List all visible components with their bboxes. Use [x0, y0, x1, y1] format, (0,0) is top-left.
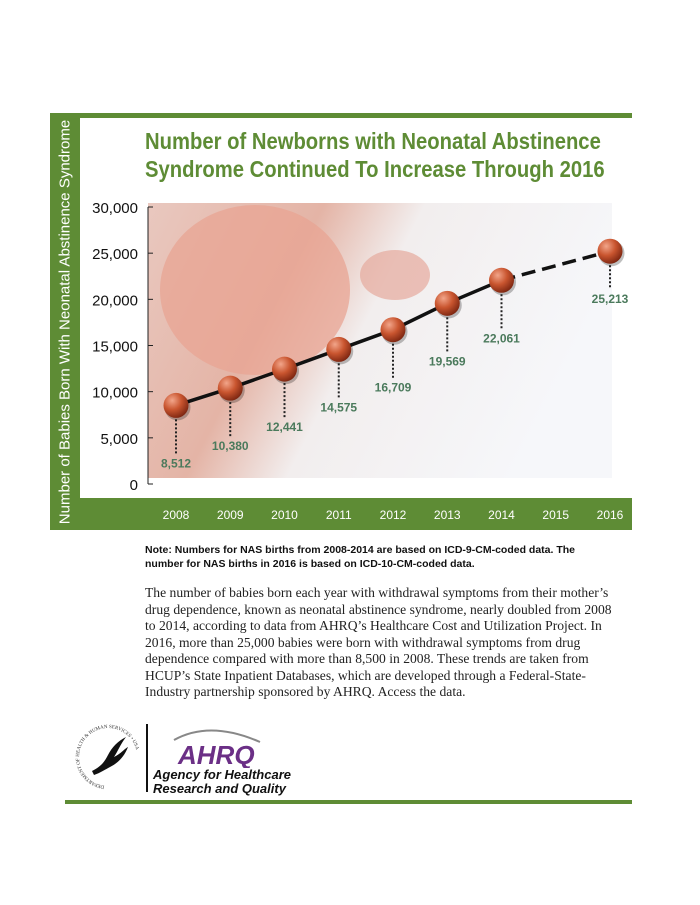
x-tick-label: 2014: [488, 508, 515, 522]
data-point: [434, 290, 460, 316]
data-label: 22,061: [483, 331, 520, 345]
data-label: 19,569: [429, 354, 466, 368]
data-label: 8,512: [161, 456, 191, 470]
logo-divider: [146, 724, 148, 792]
data-label: 12,441: [266, 420, 303, 434]
ahrq-logo-arc: [173, 729, 261, 743]
x-tick-label: 2008: [163, 508, 190, 522]
y-tick-label: 20,000: [92, 292, 138, 309]
agency-name: Agency for Healthcare Research and Quali…: [153, 768, 291, 796]
y-tick-label: 15,000: [92, 339, 138, 356]
top-green-rule: [80, 113, 632, 118]
data-point: [272, 356, 297, 382]
data-label: 10,380: [212, 439, 249, 453]
y-tick-label: 10,000: [92, 385, 138, 402]
x-tick-label: 2016: [597, 508, 624, 522]
x-axis-band: [50, 498, 632, 530]
body-text: The number of babies born each year with…: [145, 585, 612, 699]
x-tick-label: 2012: [380, 508, 407, 522]
baby-hand: [360, 250, 430, 300]
data-label: 14,575: [320, 400, 357, 414]
agency-line-1: Agency for Healthcare: [153, 767, 291, 782]
y-axis-band: [50, 113, 80, 530]
chart-note: Note: Numbers for NAS births from 2008-2…: [145, 544, 576, 570]
y-tick-label: 0: [130, 477, 138, 494]
data-point: [597, 238, 623, 264]
y-tick-label: 25,000: [92, 246, 138, 263]
series-line-dashed: [501, 249, 611, 282]
data-point: [380, 317, 406, 343]
x-tick-label: 2015: [542, 508, 569, 522]
ahrq-logo: AHRQ: [173, 729, 261, 768]
x-tick-label: 2011: [326, 508, 352, 522]
eagle-icon: [92, 737, 128, 775]
data-label: 25,213: [592, 292, 629, 306]
x-tick-label: 2009: [217, 508, 244, 522]
data-point: [489, 267, 514, 293]
baby-face: [160, 205, 350, 375]
hhs-seal-logo: DEPARTMENT OF HEALTH & HUMAN SERVICES • …: [76, 725, 139, 789]
data-point: [326, 336, 352, 362]
ahrq-logo-text: AHRQ: [177, 740, 255, 768]
data-point: [217, 375, 243, 401]
chart: 0 5,000 10,000 15,000 20,000 25,000 30,000 2008…: [92, 200, 629, 522]
data-label: 16,709: [375, 381, 412, 395]
data-point: [163, 392, 189, 418]
agency-line-2: Research and Quality: [153, 781, 286, 796]
x-tick-label: 2010: [271, 508, 298, 522]
y-tick-label: 5,000: [100, 431, 138, 448]
footer-green-rule: [65, 800, 632, 804]
chart-title: Number of Newborns with Neonatal Abstine…: [145, 128, 605, 182]
x-tick-label: 2013: [434, 508, 461, 522]
y-tick-label: 30,000: [92, 200, 138, 217]
